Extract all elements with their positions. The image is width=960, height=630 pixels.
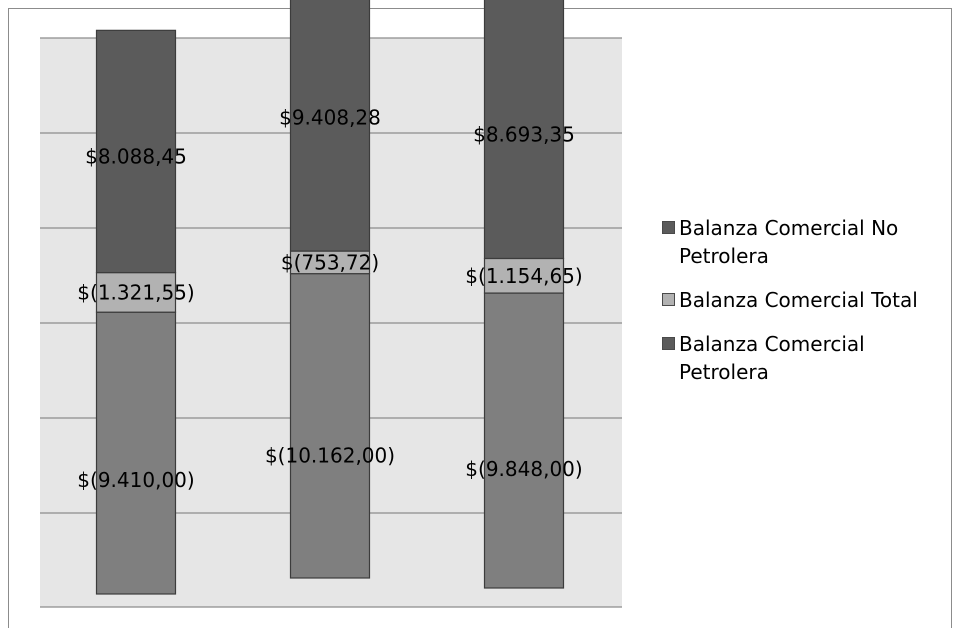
bar-segment <box>289 0 371 252</box>
bar-segment <box>483 257 565 294</box>
bar-segment <box>95 311 177 595</box>
legend-swatch-petrolera <box>662 337 675 350</box>
data-label: $8.088,45 <box>85 145 187 169</box>
data-label: $(1.154,65) <box>465 264 582 288</box>
legend-item-petrolera: Balanza Comercial Petrolera <box>662 330 942 386</box>
chart-legend: Balanza Comercial No Petrolera Balanza C… <box>662 214 942 402</box>
data-label: $(9.410,00) <box>77 468 194 492</box>
legend-label-petrolera: Balanza Comercial Petrolera <box>679 332 865 384</box>
data-label: $(753,72) <box>281 250 379 274</box>
legend-swatch-no-petrolera <box>662 221 675 234</box>
legend-item-no-petrolera: Balanza Comercial No Petrolera <box>662 214 942 270</box>
legend-label-total: Balanza Comercial Total <box>679 288 918 312</box>
legend-label-no-petrolera: Balanza Comercial No Petrolera <box>679 216 899 268</box>
bar-segment <box>483 292 565 589</box>
data-label: $(9.848,00) <box>465 457 582 481</box>
legend-item-total: Balanza Comercial Total <box>662 286 942 314</box>
bar-segment <box>95 29 177 274</box>
data-label: $(10.162,00) <box>265 443 395 467</box>
data-label: $9.408,28 <box>279 105 381 129</box>
bar-segment <box>289 273 371 579</box>
bar-segment <box>483 0 565 260</box>
bar-segment <box>95 271 177 313</box>
data-label: $(1.321,55) <box>77 280 194 304</box>
data-label: $8.693,35 <box>473 122 575 146</box>
legend-swatch-total <box>662 293 675 306</box>
